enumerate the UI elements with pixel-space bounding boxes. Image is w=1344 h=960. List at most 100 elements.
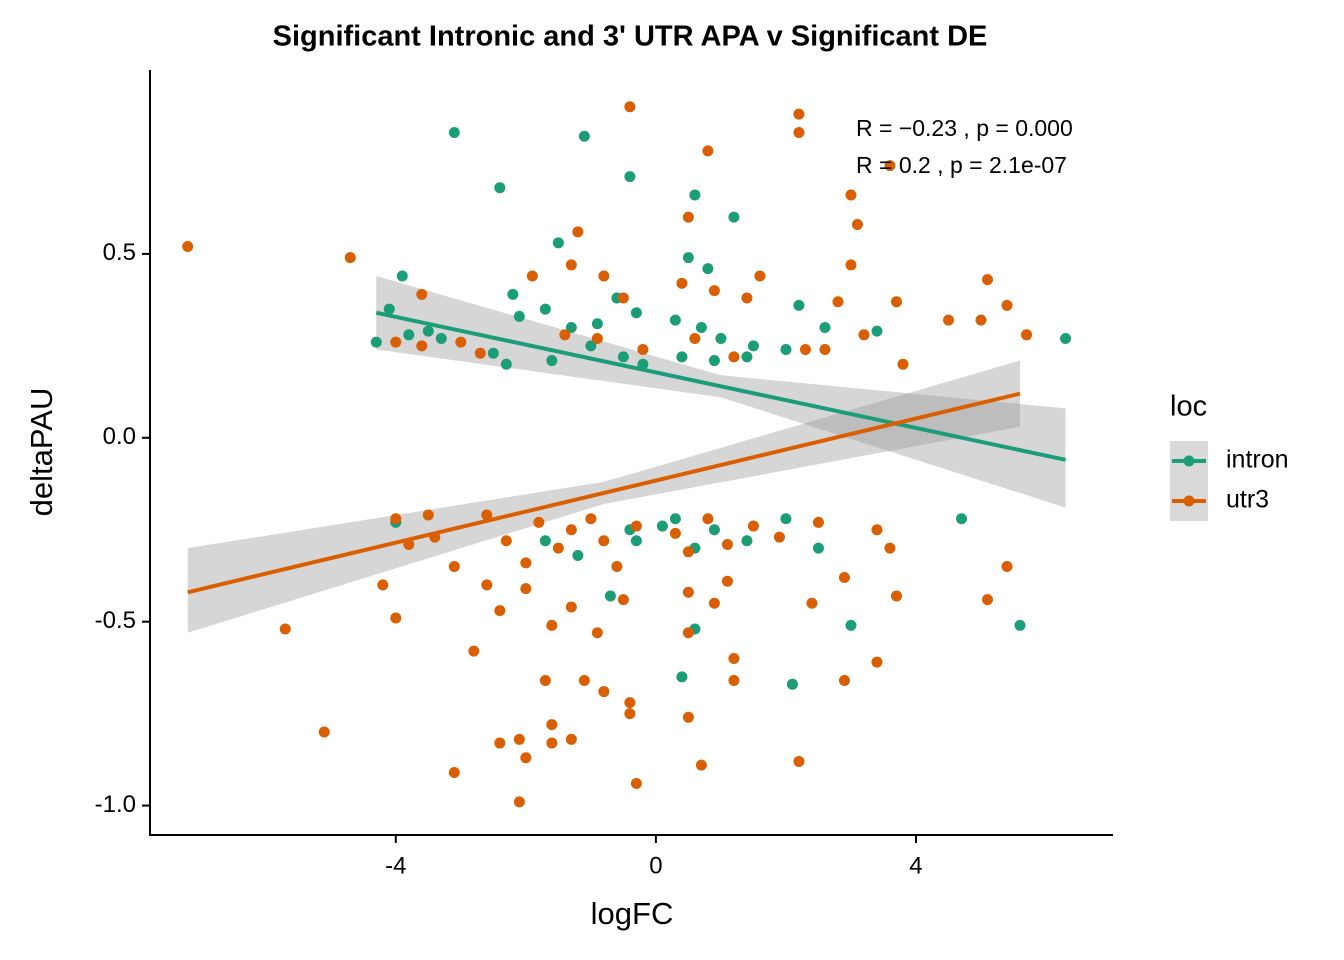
- legend-dot: [1183, 455, 1195, 467]
- point: [435, 332, 447, 344]
- point: [812, 516, 824, 528]
- point: [546, 619, 558, 631]
- point: [793, 755, 805, 767]
- point: [500, 535, 512, 547]
- point: [780, 513, 792, 525]
- point: [539, 535, 551, 547]
- point: [520, 557, 532, 569]
- point: [747, 520, 759, 532]
- point: [890, 590, 902, 602]
- point: [630, 778, 642, 790]
- point: [832, 296, 844, 308]
- point: [565, 321, 577, 333]
- point: [982, 274, 994, 286]
- point: [390, 336, 402, 348]
- point: [786, 678, 798, 690]
- point: [682, 586, 694, 598]
- point: [578, 130, 590, 142]
- point: [598, 270, 610, 282]
- point: [559, 329, 571, 341]
- point: [741, 535, 753, 547]
- point: [578, 675, 590, 687]
- point: [806, 597, 818, 609]
- point: [611, 561, 623, 573]
- point: [565, 733, 577, 745]
- x-tick-label: -4: [385, 852, 406, 879]
- point: [520, 752, 532, 764]
- point: [656, 520, 668, 532]
- point: [871, 524, 883, 536]
- point: [695, 759, 707, 771]
- point: [377, 579, 389, 591]
- point: [598, 686, 610, 698]
- point: [513, 733, 525, 745]
- point: [572, 549, 584, 561]
- point: [390, 612, 402, 624]
- point: [721, 538, 733, 550]
- point: [715, 332, 727, 344]
- point: [591, 332, 603, 344]
- point: [520, 583, 532, 595]
- point: [487, 347, 499, 359]
- point: [702, 263, 714, 275]
- point: [676, 277, 688, 289]
- point: [591, 627, 603, 639]
- point: [890, 296, 902, 308]
- point: [474, 347, 486, 359]
- point: [793, 127, 805, 139]
- point: [617, 292, 629, 304]
- x-tick-label: 0: [649, 852, 662, 879]
- point: [884, 160, 896, 172]
- point: [845, 619, 857, 631]
- point: [708, 597, 720, 609]
- point: [741, 292, 753, 304]
- point: [422, 325, 434, 337]
- point: [682, 252, 694, 264]
- point: [858, 329, 870, 341]
- point: [702, 513, 714, 525]
- point: [728, 675, 740, 687]
- point: [708, 285, 720, 297]
- legend-label: utr3: [1226, 486, 1269, 514]
- legend-dot: [1183, 495, 1195, 507]
- point: [747, 340, 759, 352]
- point: [1014, 619, 1026, 631]
- point: [494, 605, 506, 617]
- stat-annotation: R = 0.2 , p = 2.1e-07: [856, 152, 1067, 178]
- point: [676, 351, 688, 363]
- point: [682, 546, 694, 558]
- point: [513, 310, 525, 322]
- chart-title: Significant Intronic and 3' UTR APA v Si…: [273, 21, 988, 53]
- point: [500, 358, 512, 370]
- point: [565, 524, 577, 536]
- point: [1001, 299, 1013, 311]
- legend-label: intron: [1226, 446, 1289, 474]
- point: [702, 145, 714, 157]
- point: [591, 318, 603, 330]
- x-tick-label: 4: [909, 852, 922, 879]
- y-tick-label: -0.5: [95, 607, 136, 634]
- point: [682, 711, 694, 723]
- point: [552, 237, 564, 249]
- point: [481, 509, 493, 521]
- point: [526, 270, 538, 282]
- point: [955, 513, 967, 525]
- point: [344, 252, 356, 264]
- point: [669, 527, 681, 539]
- point: [513, 796, 525, 808]
- point: [624, 697, 636, 709]
- point: [494, 182, 506, 194]
- point: [819, 344, 831, 356]
- point: [630, 520, 642, 532]
- point: [773, 531, 785, 543]
- point: [897, 358, 909, 370]
- point: [637, 344, 649, 356]
- point: [533, 516, 545, 528]
- point: [617, 594, 629, 606]
- point: [318, 726, 330, 738]
- point: [1001, 561, 1013, 573]
- point: [845, 259, 857, 271]
- point: [676, 671, 688, 683]
- point: [754, 270, 766, 282]
- point: [884, 542, 896, 554]
